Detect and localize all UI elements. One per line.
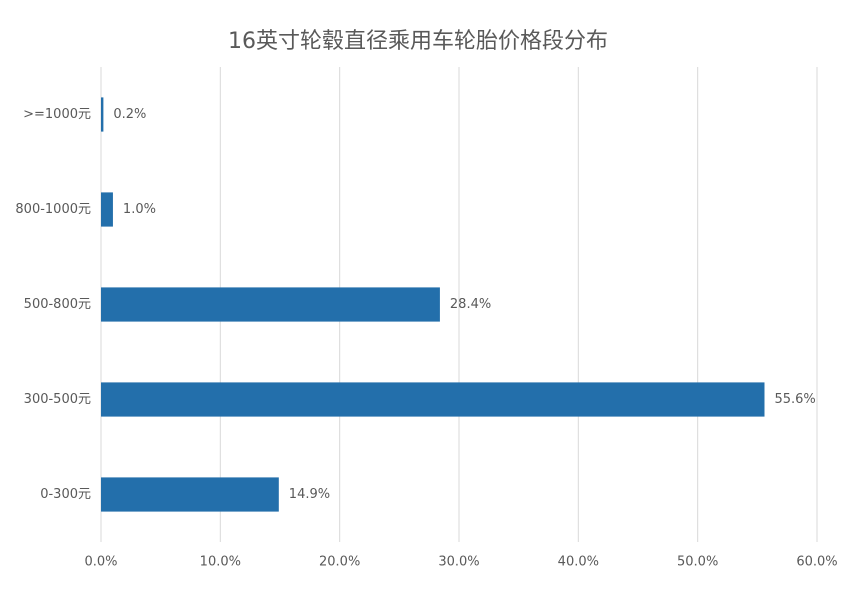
data-label: 0.2%	[113, 107, 146, 122]
y-tick-label: >=1000元	[23, 107, 91, 122]
data-label: 28.4%	[450, 297, 491, 312]
bar	[101, 192, 113, 227]
data-label: 1.0%	[123, 202, 156, 217]
x-tick-label: 40.0%	[558, 555, 599, 570]
x-tick-label: 10.0%	[200, 555, 241, 570]
bar	[101, 477, 279, 512]
bar	[101, 287, 440, 322]
x-tick-label: 0.0%	[84, 555, 117, 570]
y-tick-label: 800-1000元	[15, 202, 91, 217]
data-label: 14.9%	[289, 487, 330, 502]
y-tick-label: 300-500元	[24, 392, 91, 407]
x-tick-label: 60.0%	[796, 555, 837, 570]
x-tick-label: 20.0%	[319, 555, 360, 570]
bar	[101, 97, 104, 132]
bar	[101, 382, 765, 417]
x-tick-label: 30.0%	[438, 555, 479, 570]
chart-title: 16英寸轮毂直径乘用车轮胎价格段分布	[228, 29, 608, 54]
y-tick-label: 500-800元	[24, 297, 91, 312]
data-label: 55.6%	[774, 392, 815, 407]
y-tick-label: 0-300元	[40, 487, 91, 502]
x-tick-label: 50.0%	[677, 555, 718, 570]
